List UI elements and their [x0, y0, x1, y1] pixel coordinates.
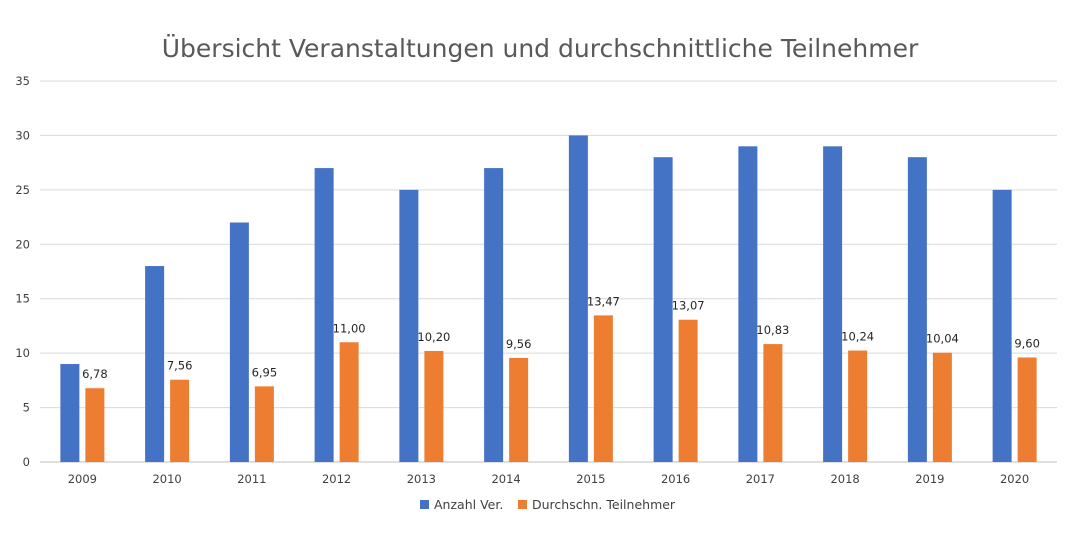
bar-durchschn-teilnehmer: [678, 319, 698, 462]
data-label: 10,04: [926, 332, 959, 346]
grid: [40, 80, 1057, 463]
data-label: 9,60: [1014, 336, 1040, 350]
data-label: 6,78: [82, 367, 108, 381]
y-tick-label: 35: [15, 74, 30, 88]
bar-durchschn-teilnehmer: [1017, 357, 1037, 462]
x-tick-label: 2011: [237, 472, 266, 486]
bar-durchschn-teilnehmer: [509, 357, 529, 462]
x-tick-label: 2020: [1000, 472, 1029, 486]
bar-durchschn-teilnehmer: [424, 350, 444, 462]
y-tick-label: 25: [15, 183, 30, 197]
x-tick-label: 2012: [322, 472, 351, 486]
bar-anzahl-ver: [568, 135, 588, 462]
x-tick-label: 2009: [68, 472, 97, 486]
bar-durchschn-teilnehmer: [254, 386, 274, 462]
bar-durchschn-teilnehmer: [593, 315, 613, 462]
bar-durchschn-teilnehmer: [339, 342, 359, 462]
bar-anzahl-ver: [484, 168, 504, 463]
data-label: 13,47: [587, 294, 620, 308]
y-tick-label: 10: [15, 346, 30, 360]
bar-anzahl-ver: [145, 266, 165, 462]
bar-anzahl-ver: [229, 222, 249, 462]
bar-durchschn-teilnehmer: [170, 379, 190, 462]
data-labels: 6,78 7,56 6,95 11,00 10,20 9,56 13,47 13,07 10,8…: [82, 294, 1040, 381]
x-axis: 2009 2010 2011 2012 2013 2014 2015 2016 2017 2018…: [68, 472, 1030, 486]
bar-durchschn-teilnehmer: [85, 388, 105, 462]
data-label: 6,95: [252, 365, 278, 379]
bar-anzahl-ver: [907, 157, 927, 462]
y-tick-label: 20: [15, 237, 30, 251]
legend-label: Anzahl Ver.: [434, 497, 503, 512]
bar-anzahl-ver: [60, 364, 80, 462]
data-label: 13,07: [672, 299, 705, 313]
x-tick-label: 2019: [915, 472, 944, 486]
legend-swatch: [518, 500, 527, 509]
x-tick-label: 2018: [830, 472, 859, 486]
data-label: 11,00: [333, 321, 366, 335]
y-tick-label: 0: [23, 455, 30, 469]
data-label: 9,56: [506, 337, 532, 351]
y-tick-label: 30: [15, 128, 30, 142]
bar-anzahl-ver: [738, 146, 758, 463]
x-tick-label: 2014: [491, 472, 520, 486]
legend: Anzahl Ver. Durchschn. Teilnehmer: [420, 497, 676, 512]
bar-durchschn-teilnehmer: [932, 352, 952, 462]
y-tick-label: 5: [23, 401, 30, 415]
legend-label: Durchschn. Teilnehmer: [532, 497, 676, 512]
data-label: 10,83: [756, 323, 789, 337]
data-label: 10,20: [417, 330, 450, 344]
x-tick-label: 2015: [576, 472, 605, 486]
bar-anzahl-ver: [314, 168, 334, 463]
legend-swatch: [420, 500, 429, 509]
data-label: 10,24: [841, 330, 874, 344]
x-tick-label: 2013: [407, 472, 436, 486]
bar-anzahl-ver: [653, 157, 673, 462]
bar-durchschn-teilnehmer: [848, 350, 868, 462]
bar-anzahl-ver: [399, 189, 419, 462]
bars: [60, 135, 1037, 463]
x-tick-label: 2016: [661, 472, 690, 486]
bar-anzahl-ver: [823, 146, 843, 463]
bar-anzahl-ver: [992, 189, 1012, 462]
y-axis: 0 5 10 15 20 25 30 35: [15, 74, 30, 469]
chart-title: Übersicht Veranstaltungen und durchschni…: [162, 34, 919, 63]
data-label: 7,56: [167, 359, 193, 373]
y-tick-label: 15: [15, 292, 30, 306]
x-tick-label: 2017: [746, 472, 775, 486]
bar-durchschn-teilnehmer: [763, 344, 783, 462]
x-tick-label: 2010: [152, 472, 181, 486]
